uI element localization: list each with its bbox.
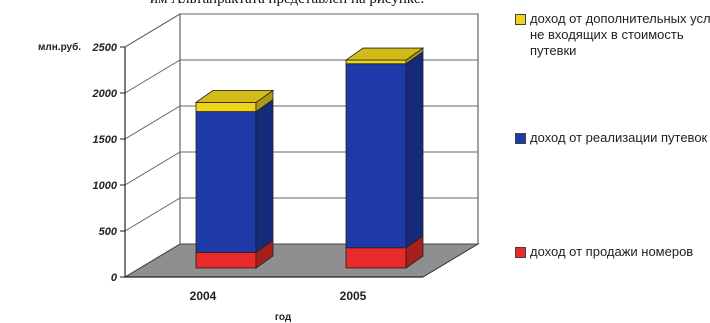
y-tick-label: 2000 xyxy=(92,88,118,100)
y-tick-label: 1500 xyxy=(93,134,118,146)
legend-label: доход от продажи номеров xyxy=(530,244,694,259)
chart-axes: 0 500 1000 1500 2000 2500 2004 2005 xyxy=(92,42,423,303)
x-tick-label: 2005 xyxy=(340,289,367,303)
page-header-text: им Альтапрактата представлен на рисунке. xyxy=(150,0,424,8)
legend-label: доход от реализации путевок xyxy=(530,130,708,145)
y-axis-label: млн.руб. xyxy=(38,41,81,53)
bar-segment-2004-2 xyxy=(194,89,275,113)
legend-label: доход от дополнительных услуг, не входящ… xyxy=(530,11,710,58)
gridline xyxy=(124,13,478,48)
y-tick-label: 2500 xyxy=(92,42,118,54)
y-tick-label: 1000 xyxy=(93,180,118,192)
bar-segment-2004-1 xyxy=(195,98,274,254)
chart-background xyxy=(123,13,480,278)
bar-segment-2005-2 xyxy=(344,47,425,65)
legend-swatch xyxy=(515,133,526,144)
chart-floor xyxy=(123,243,480,278)
bar-segment-2005-1 xyxy=(345,50,424,249)
x-tick-label: 2004 xyxy=(190,289,217,303)
y-tick-label: 500 xyxy=(99,226,118,238)
x-axis-label: год xyxy=(275,312,292,323)
chart-side-wall xyxy=(124,13,181,278)
y-tick-label: 0 xyxy=(111,272,118,284)
legend-swatch xyxy=(515,14,526,25)
legend-swatch xyxy=(515,247,526,258)
chart-bars xyxy=(194,47,425,269)
